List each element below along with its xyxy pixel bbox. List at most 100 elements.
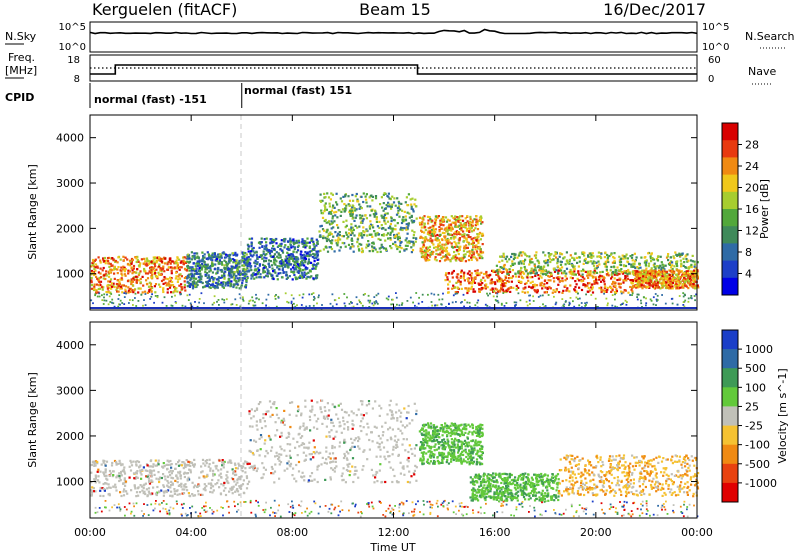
power-mark <box>119 287 122 290</box>
power-mark <box>379 203 382 206</box>
power-mark <box>513 301 516 304</box>
velocity-mark <box>198 476 201 479</box>
velocity-mark <box>137 494 140 497</box>
velocity-mark <box>235 489 238 492</box>
power-mark <box>344 245 347 248</box>
power-mark <box>665 281 668 284</box>
power-mark <box>235 286 238 289</box>
power-mark <box>584 284 587 287</box>
velocity-mark <box>183 475 186 479</box>
power-mark <box>155 268 158 271</box>
velocity-mark <box>105 474 108 477</box>
power-mark <box>151 271 154 274</box>
power-mark <box>480 252 483 255</box>
power-mark <box>454 225 457 228</box>
power-mark <box>621 303 624 305</box>
power-mark <box>616 266 619 269</box>
power-mark <box>679 281 682 285</box>
power-mark <box>156 296 159 299</box>
power-mark <box>128 270 131 273</box>
power-mark <box>361 217 364 220</box>
power-mark <box>459 283 462 286</box>
power-mark <box>116 268 119 271</box>
power-mark <box>460 227 463 230</box>
power-mark <box>692 281 696 284</box>
power-mark <box>644 285 647 288</box>
power-mark <box>344 305 347 307</box>
power-mark <box>100 286 103 289</box>
power-mark <box>421 241 424 244</box>
power-mark <box>531 286 535 289</box>
power-mark <box>462 275 465 278</box>
cpid-mode-2: normal (fast) 151 <box>244 84 352 97</box>
power-mark <box>660 266 663 269</box>
power-mark <box>665 256 669 259</box>
power-mark <box>686 260 689 263</box>
power-mark <box>191 268 194 271</box>
power-mark <box>684 255 687 258</box>
power-mark <box>520 254 523 257</box>
power-mark <box>385 297 388 300</box>
power-mark <box>172 291 175 294</box>
power-mark <box>255 254 258 257</box>
power-mark <box>437 248 440 251</box>
power-mark <box>582 279 585 282</box>
power-mark <box>347 195 350 198</box>
power-mark <box>426 232 429 235</box>
power-mark <box>200 278 203 281</box>
power-mark <box>682 264 685 267</box>
power-mark <box>311 293 313 296</box>
power-mark <box>395 296 398 299</box>
power-mark <box>351 232 354 235</box>
power-mark <box>378 226 381 229</box>
power-mark <box>456 245 459 248</box>
power-mark <box>124 274 127 277</box>
power-mark <box>677 277 680 280</box>
power-mark <box>434 218 437 221</box>
power-mark <box>375 301 378 304</box>
power-mark <box>640 279 643 282</box>
power-mark <box>362 192 365 195</box>
power-mark <box>605 297 608 300</box>
power-mark <box>297 263 300 266</box>
velocity-mark <box>202 488 205 491</box>
power-mark <box>273 247 276 250</box>
power-mark <box>556 265 560 268</box>
power-mark <box>314 264 318 267</box>
power-mark <box>454 245 457 249</box>
power-mark <box>497 290 500 293</box>
power-mark <box>323 229 326 232</box>
power-mark <box>265 244 268 247</box>
velocity-mark <box>158 480 161 484</box>
power-mark <box>108 287 111 290</box>
power-mark <box>412 233 415 237</box>
power-mark <box>686 272 689 275</box>
power-mark <box>258 264 261 267</box>
power-mark <box>622 279 625 282</box>
power-mark <box>355 214 358 217</box>
power-mark <box>375 300 377 302</box>
power-mark <box>285 277 288 280</box>
velocity-mark <box>177 461 180 464</box>
power-mark <box>300 304 303 306</box>
velocity-mark <box>107 483 110 486</box>
power-mark <box>382 216 385 220</box>
power-mark <box>144 260 147 263</box>
power-mark <box>572 267 575 270</box>
power-mark <box>184 289 187 292</box>
power-mark <box>236 277 239 280</box>
velocity-mark <box>112 470 115 473</box>
power-mark <box>446 242 450 245</box>
power-mark <box>175 271 178 274</box>
power-mark <box>475 244 478 247</box>
power-mark <box>204 270 207 273</box>
power-mark <box>343 302 346 305</box>
power-mark <box>176 265 179 268</box>
power-mark <box>457 217 460 221</box>
power-mark <box>358 249 361 252</box>
power-mark <box>461 233 464 236</box>
power-mark <box>449 228 452 231</box>
power-mark <box>329 246 332 249</box>
power-mark <box>121 284 124 287</box>
power-mark <box>431 253 434 256</box>
